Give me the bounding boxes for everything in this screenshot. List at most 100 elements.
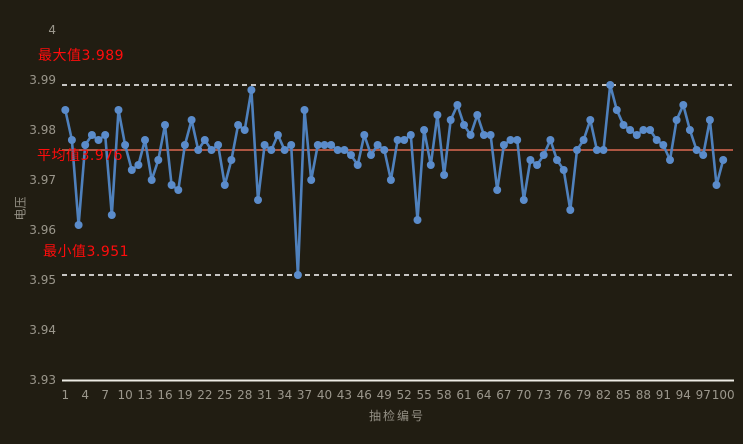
x-tick-label: 46 bbox=[356, 388, 372, 402]
data-point-marker bbox=[579, 136, 588, 144]
min-value-annotation: 最小值3.951 bbox=[43, 244, 130, 260]
x-tick-label: 31 bbox=[257, 388, 273, 402]
data-point-marker bbox=[506, 136, 515, 144]
data-point-marker bbox=[220, 181, 229, 189]
data-point-marker bbox=[433, 111, 442, 119]
data-point-marker bbox=[599, 146, 608, 154]
data-point-marker bbox=[101, 131, 110, 139]
data-point-marker bbox=[619, 121, 628, 129]
data-point-marker bbox=[121, 141, 130, 149]
y-tick-label: 4 bbox=[48, 23, 56, 37]
x-tick-label: 4 bbox=[81, 388, 90, 402]
data-point-marker bbox=[646, 126, 655, 134]
x-tick-label: 13 bbox=[137, 388, 153, 402]
data-point-marker bbox=[214, 141, 223, 149]
data-point-marker bbox=[719, 156, 728, 164]
data-point-marker bbox=[194, 146, 203, 154]
data-point-marker bbox=[386, 176, 395, 184]
data-point-marker bbox=[287, 141, 296, 149]
data-point-marker bbox=[107, 211, 116, 219]
data-point-marker bbox=[240, 126, 249, 134]
x-tick-label: 40 bbox=[316, 388, 333, 402]
data-point-marker bbox=[380, 146, 389, 154]
y-tick-label: 3.94 bbox=[29, 323, 56, 337]
data-point-marker bbox=[466, 131, 475, 139]
data-point-marker bbox=[67, 136, 76, 144]
data-point-marker bbox=[353, 161, 362, 169]
data-point-marker bbox=[74, 221, 83, 229]
data-point-marker bbox=[566, 206, 575, 214]
data-point-marker bbox=[300, 106, 309, 114]
data-point-marker bbox=[360, 131, 369, 139]
data-point-marker bbox=[460, 121, 468, 129]
data-point-marker bbox=[639, 126, 648, 134]
data-point-marker bbox=[180, 141, 189, 149]
y-tick-label: 3.98 bbox=[29, 123, 56, 137]
data-point-marker bbox=[247, 86, 256, 94]
data-point-marker bbox=[114, 106, 123, 114]
data-point-marker bbox=[207, 146, 216, 154]
data-point-marker bbox=[320, 141, 329, 149]
data-point-marker bbox=[586, 116, 595, 124]
data-point-marker bbox=[705, 116, 714, 124]
x-axis-title: 抽检编号 bbox=[368, 409, 426, 423]
x-tick-label: 7 bbox=[101, 388, 109, 402]
data-point-marker bbox=[539, 151, 548, 159]
data-point-marker bbox=[712, 181, 721, 189]
data-point-marker bbox=[493, 186, 502, 194]
data-point-marker bbox=[486, 131, 495, 139]
data-point-marker bbox=[679, 101, 688, 109]
data-point-marker bbox=[413, 216, 422, 224]
data-point-marker bbox=[559, 166, 568, 174]
data-point-marker bbox=[440, 171, 449, 179]
data-point-marker bbox=[685, 126, 694, 134]
x-tick-label: 19 bbox=[177, 388, 193, 402]
x-tick-label: 28 bbox=[237, 388, 253, 402]
x-tick-label: 22 bbox=[197, 388, 213, 402]
data-point-marker bbox=[659, 141, 668, 149]
data-point-marker bbox=[446, 116, 455, 124]
data-point-marker bbox=[87, 131, 96, 139]
data-point-marker bbox=[327, 141, 336, 149]
data-point-marker bbox=[234, 121, 243, 129]
data-point-marker bbox=[174, 186, 183, 194]
max-value-annotation: 最大值3.989 bbox=[38, 48, 125, 64]
y-tick-label: 3.97 bbox=[29, 173, 56, 187]
data-point-marker bbox=[307, 176, 316, 184]
data-point-marker bbox=[340, 146, 349, 154]
data-point-marker bbox=[479, 131, 488, 139]
data-point-marker bbox=[141, 136, 149, 144]
y-tick-label: 3.93 bbox=[29, 373, 56, 387]
data-point-marker bbox=[692, 146, 701, 154]
data-point-marker bbox=[373, 141, 382, 149]
data-point-marker bbox=[61, 106, 70, 114]
data-point-marker bbox=[453, 101, 462, 109]
x-tick-label: 43 bbox=[336, 388, 353, 402]
data-point-marker bbox=[513, 136, 522, 144]
data-point-marker bbox=[161, 121, 169, 129]
data-point-marker bbox=[260, 141, 269, 149]
y-tick-label: 3.99 bbox=[29, 73, 56, 87]
x-tick-label: 91 bbox=[655, 388, 671, 402]
x-tick-label: 61 bbox=[456, 388, 472, 402]
x-tick-label: 52 bbox=[396, 388, 412, 402]
data-point-marker bbox=[313, 141, 322, 149]
data-point-marker bbox=[533, 161, 542, 169]
data-point-marker bbox=[473, 111, 482, 119]
x-tick-label: 58 bbox=[436, 388, 452, 402]
data-point-marker bbox=[672, 116, 681, 124]
data-point-marker bbox=[134, 161, 143, 169]
y-tick-label: 3.95 bbox=[29, 273, 56, 287]
x-tick-label: 82 bbox=[595, 388, 612, 402]
data-series-line bbox=[64, 83, 725, 277]
data-point-marker bbox=[553, 156, 561, 164]
y-tick-label: 3.96 bbox=[29, 223, 56, 237]
x-tick-label: 64 bbox=[476, 388, 492, 402]
x-tick-label: 73 bbox=[536, 388, 552, 402]
x-tick-label: 70 bbox=[516, 388, 532, 402]
x-tick-label: 100 bbox=[711, 388, 735, 402]
data-point-marker bbox=[612, 106, 621, 114]
data-point-marker bbox=[267, 146, 276, 154]
